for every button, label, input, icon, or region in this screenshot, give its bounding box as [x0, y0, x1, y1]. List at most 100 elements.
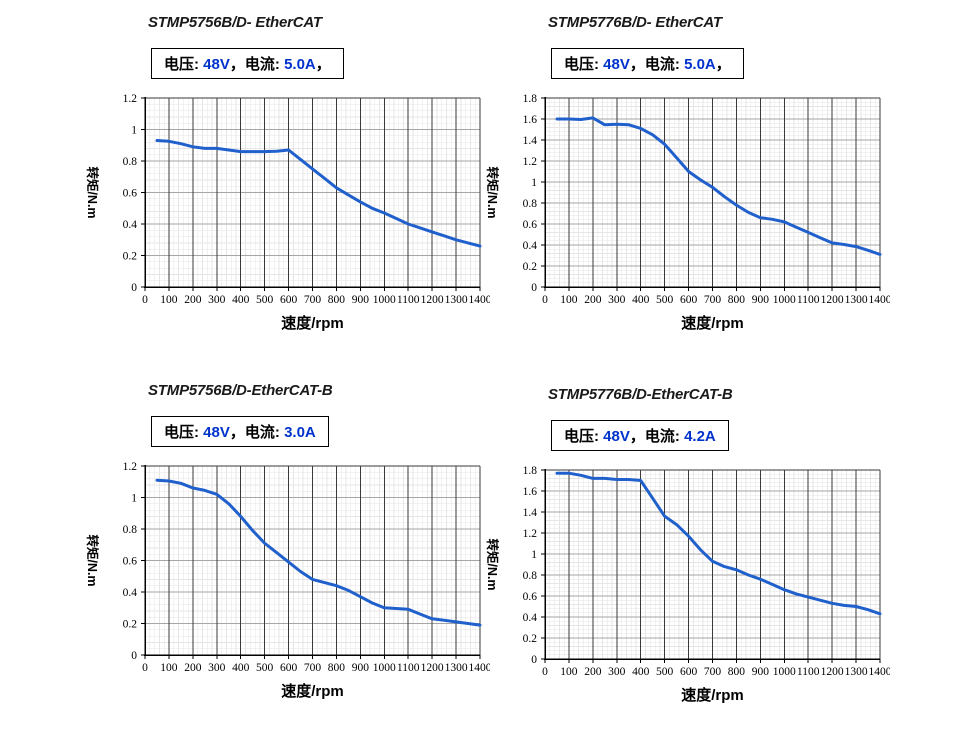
y-tick-label: 0.8 [123, 524, 138, 536]
x-tick-label: 800 [728, 666, 746, 678]
y-tick-label: 0.2 [123, 251, 138, 263]
chart-panel-stmp5776-ethercat-b: STMP5776B/D-EtherCAT-B 电压: 48V，电流: 4.2A … [460, 378, 890, 738]
y-tick-label: 1 [531, 549, 537, 561]
y-tick-label: 0 [531, 654, 537, 666]
torque-speed-chart: 0 100 200 300 400 500 600 700 800 900 1000 1100 1200… [485, 465, 891, 704]
chart-title: STMP5756B/D-EtherCAT-B [148, 382, 333, 399]
x-tick-label: 300 [608, 666, 626, 678]
x-tick-label: 1100 [797, 294, 820, 306]
x-tick-label: 800 [728, 294, 746, 306]
y-tick-label: 0.6 [523, 219, 538, 231]
y-tick-label: 1.6 [523, 114, 538, 126]
x-tick-label: 200 [184, 662, 202, 674]
param-box: 电压: 48V，电流: 3.0A [151, 416, 329, 447]
param-value: 5.0A [684, 56, 716, 73]
x-tick-label: 1400 [469, 294, 491, 306]
param-box: 电压: 48V，电流: 5.0A， [151, 48, 344, 79]
x-tick-label: 200 [584, 666, 602, 678]
x-tick-label: 1000 [773, 666, 796, 678]
x-tick-label: 800 [328, 662, 346, 674]
y-tick-label: 0.4 [523, 240, 538, 252]
x-tick-label: 100 [560, 666, 578, 678]
x-tick-label: 1200 [421, 662, 444, 674]
x-tick-label: 1000 [373, 662, 396, 674]
x-tick-label: 1400 [869, 294, 891, 306]
y-tick-label: 0.8 [523, 570, 538, 582]
y-tick-label: 0.4 [123, 587, 138, 599]
torque-curve [555, 116, 882, 256]
x-tick-label: 500 [656, 294, 674, 306]
x-tick-label: 400 [632, 294, 650, 306]
x-tick-label: 400 [232, 662, 250, 674]
y-tick-label: 0.6 [523, 591, 538, 603]
x-tick-label: 1200 [421, 294, 444, 306]
param-label: 电压: [564, 428, 604, 445]
y-tick-label: 0.4 [523, 612, 538, 624]
y-tick-label: 1.2 [123, 461, 138, 473]
x-tick-label: 900 [352, 294, 370, 306]
param-label: ， [229, 56, 245, 73]
param-label: 电流: [244, 56, 285, 73]
y-tick-label: 0.6 [123, 188, 138, 200]
x-tick-label: 700 [304, 294, 322, 306]
torque-speed-chart: 0 100 200 300 400 500 600 700 800 900 1000 1100 1200… [485, 93, 891, 332]
param-label: 电流: [244, 424, 285, 441]
y-axis-title: 转矩/N.m [485, 538, 500, 590]
y-axis-title: 转矩/N.m [485, 166, 500, 218]
param-value: 48V [203, 424, 230, 441]
x-tick-label: 300 [608, 294, 626, 306]
param-box: 电压: 48V，电流: 4.2A [551, 420, 729, 451]
x-tick-label: 1300 [845, 666, 868, 678]
param-box: 电压: 48V，电流: 5.0A， [551, 48, 744, 79]
param-label: ， [715, 56, 731, 73]
x-tick-label: 1000 [773, 294, 796, 306]
chart-panel-stmp5756-ethercat: STMP5756B/D- EtherCAT 电压: 48V，电流: 5.0A， … [60, 6, 490, 366]
y-tick-label: 1.4 [523, 507, 538, 519]
x-tick-label: 1000 [373, 294, 396, 306]
x-tick-label: 500 [256, 662, 274, 674]
y-tick-label: 0 [131, 282, 137, 294]
x-tick-label: 600 [680, 666, 698, 678]
y-tick-label: 0.2 [523, 261, 538, 273]
x-tick-label: 1400 [869, 666, 891, 678]
param-label: 电压: [564, 56, 604, 73]
x-axis-title: 速度/rpm [681, 686, 744, 704]
x-tick-label: 400 [232, 294, 250, 306]
x-tick-label: 700 [304, 662, 322, 674]
y-tick-label: 1 [531, 177, 537, 189]
chart-panel-stmp5756-ethercat-b: STMP5756B/D-EtherCAT-B 电压: 48V，电流: 3.0A … [60, 374, 490, 734]
x-tick-label: 600 [280, 662, 298, 674]
torque-curve [155, 139, 482, 248]
y-tick-label: 0 [131, 650, 137, 662]
y-tick-label: 1.8 [523, 465, 538, 477]
x-tick-label: 0 [142, 294, 148, 306]
torque-speed-chart: 0 100 200 300 400 500 600 700 800 900 1000 1100 1200… [85, 461, 491, 700]
param-label: ， [629, 428, 645, 445]
y-tick-label: 1.2 [523, 528, 538, 540]
param-label: 电流: [644, 56, 685, 73]
y-tick-label: 0 [531, 282, 537, 294]
param-label: ， [315, 56, 331, 73]
x-tick-label: 600 [680, 294, 698, 306]
y-tick-label: 1.6 [523, 486, 538, 498]
x-tick-label: 100 [560, 294, 578, 306]
y-tick-label: 0.8 [523, 198, 538, 210]
y-tick-label: 0.8 [123, 156, 138, 168]
x-tick-label: 1200 [821, 666, 844, 678]
x-tick-label: 0 [142, 662, 148, 674]
y-axis-title: 转矩/N.m [85, 166, 100, 218]
param-value: 48V [603, 428, 630, 445]
x-tick-label: 500 [256, 294, 274, 306]
y-tick-label: 0.4 [123, 219, 138, 231]
y-tick-label: 0.2 [123, 619, 138, 631]
torque-curve [155, 478, 482, 627]
x-tick-label: 300 [208, 294, 226, 306]
torque-speed-chart: 0 100 200 300 400 500 600 700 800 900 1000 1100 1200… [85, 93, 491, 332]
x-tick-label: 1400 [469, 662, 491, 674]
chart-title: STMP5776B/D- EtherCAT [548, 14, 722, 31]
param-label: 电压: [164, 424, 204, 441]
y-tick-label: 1.4 [523, 135, 538, 147]
y-tick-label: 1.8 [523, 93, 538, 105]
chart-panel-stmp5776-ethercat: STMP5776B/D- EtherCAT 电压: 48V，电流: 5.0A， … [460, 6, 890, 366]
x-tick-label: 1200 [821, 294, 844, 306]
